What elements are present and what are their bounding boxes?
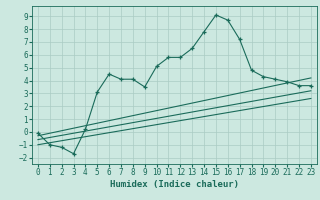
X-axis label: Humidex (Indice chaleur): Humidex (Indice chaleur): [110, 180, 239, 189]
